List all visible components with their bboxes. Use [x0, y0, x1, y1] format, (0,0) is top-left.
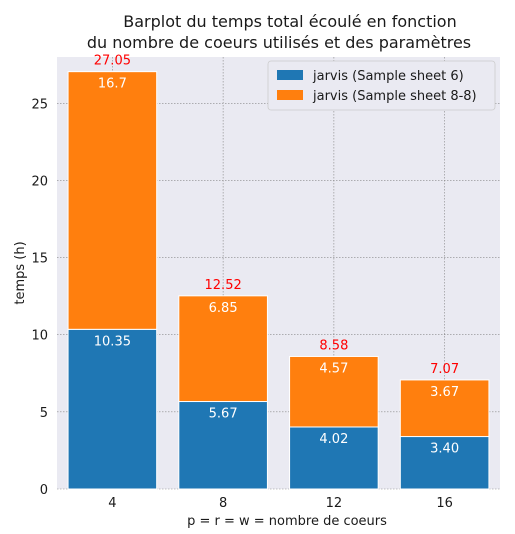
x-tick-label: 16	[436, 496, 453, 511]
chart-title-line1: Barplot du temps total écoulé en fonctio…	[123, 12, 456, 31]
bar-segment	[289, 355, 379, 428]
data-labels-group: 10.35 16.7 27.05 5.67 6.85 12.52 4.02 4.57 8.58 3…	[94, 54, 459, 457]
bar-value-label: 4.02	[319, 432, 348, 447]
legend-swatch	[277, 70, 303, 80]
y-tick-label: 5	[40, 406, 48, 421]
bars-group	[67, 71, 490, 490]
legend-label: jarvis (Sample sheet 8-8)	[312, 89, 477, 104]
legend-swatch	[277, 90, 303, 100]
x-ticks-group: 4 8 12 16	[108, 496, 453, 511]
x-tick-label: 12	[326, 496, 343, 511]
bar-total-label: 12.52	[205, 278, 242, 293]
y-tick-label: 0	[40, 483, 48, 498]
y-tick-label: 25	[31, 97, 48, 112]
x-axis-label: p = r = w = nombre de coeurs	[187, 514, 387, 529]
bar-value-label: 3.67	[430, 385, 459, 400]
bar-segment	[178, 401, 268, 490]
y-ticks-group: 0 5 10 15 20 25	[31, 97, 48, 498]
y-tick-label: 15	[31, 252, 48, 267]
bar-value-label: 4.57	[319, 361, 348, 376]
x-tick-label: 4	[108, 496, 116, 511]
bar-segment	[399, 379, 490, 438]
bar-value-label: 6.85	[209, 301, 238, 316]
legend: jarvis (Sample sheet 6) jarvis (Sample sh…	[267, 60, 496, 111]
bar-value-label: 3.40	[430, 442, 459, 457]
bar-total-label: 8.58	[319, 338, 348, 353]
bar-segment	[67, 328, 158, 490]
bar-value-label: 10.35	[94, 334, 131, 349]
bar-segment	[178, 295, 268, 403]
y-tick-label: 10	[31, 329, 48, 344]
bar-total-label: 7.07	[430, 362, 459, 377]
legend-box	[267, 60, 496, 111]
chart-title-line2: du nombre de coeurs utilisés et des para…	[87, 33, 471, 52]
x-tick-label: 8	[219, 496, 227, 511]
bar-segment	[289, 426, 379, 490]
y-tick-label: 20	[31, 174, 48, 189]
bar-total-label: 27.05	[94, 54, 131, 69]
bar-segment	[67, 71, 158, 330]
y-axis-label: temps (h)	[13, 241, 28, 304]
bar-value-label: 16.7	[98, 77, 127, 92]
legend-label: jarvis (Sample sheet 6)	[312, 69, 464, 84]
bar-value-label: 5.67	[209, 407, 238, 422]
